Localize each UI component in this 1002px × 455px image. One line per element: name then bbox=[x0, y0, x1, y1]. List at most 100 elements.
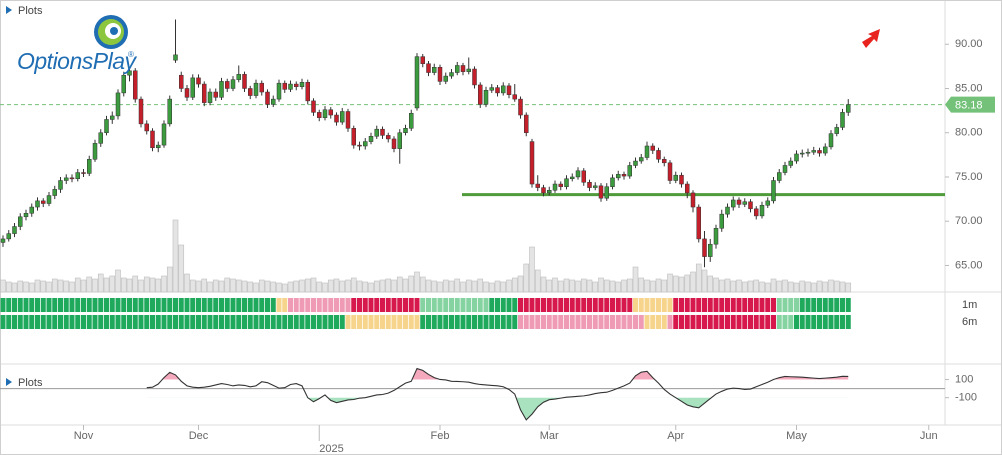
trend-arrow bbox=[862, 29, 880, 48]
volume-bar bbox=[626, 278, 633, 293]
rating-cell bbox=[627, 298, 633, 312]
rating-cell bbox=[362, 315, 368, 329]
rating-cell bbox=[782, 315, 788, 329]
candle-body bbox=[742, 201, 747, 205]
volume-bar bbox=[270, 281, 277, 293]
rating-cell bbox=[495, 315, 500, 329]
rating-cell bbox=[397, 315, 403, 329]
volume-bar bbox=[258, 279, 265, 293]
volume-bar bbox=[500, 281, 507, 293]
volume-bar bbox=[747, 280, 754, 293]
rating-cell bbox=[564, 315, 569, 329]
rating-cell bbox=[667, 315, 673, 329]
volume-bar bbox=[741, 281, 748, 293]
legend-label[interactable]: Plots bbox=[18, 5, 43, 17]
candle-body bbox=[386, 135, 391, 140]
rating-cell bbox=[161, 315, 167, 329]
volume-bar bbox=[132, 275, 139, 293]
rating-cell bbox=[127, 315, 132, 329]
candle-body bbox=[817, 150, 822, 154]
rating-cell bbox=[397, 298, 403, 312]
rating-cell bbox=[483, 315, 489, 329]
rating-cell bbox=[661, 315, 667, 329]
candle-body bbox=[478, 84, 483, 105]
rating-cell bbox=[552, 298, 558, 312]
candle-body bbox=[6, 233, 11, 240]
rating-cell bbox=[385, 298, 391, 312]
rating-cell bbox=[40, 315, 46, 329]
rating-cell bbox=[673, 298, 679, 312]
volume-bar bbox=[368, 282, 374, 293]
rating-cell bbox=[98, 315, 104, 329]
rating-cell bbox=[633, 315, 638, 329]
legend-toggle[interactable] bbox=[6, 378, 12, 386]
candle-body bbox=[104, 119, 109, 133]
rating-cell bbox=[259, 298, 265, 312]
rating-cell bbox=[523, 298, 529, 312]
candle-body bbox=[782, 165, 788, 173]
volume-bar bbox=[281, 283, 288, 293]
rating-cell bbox=[35, 298, 40, 312]
candle-body bbox=[282, 82, 287, 90]
rating-cell bbox=[115, 315, 121, 329]
candle-body bbox=[616, 174, 621, 179]
volume-bar bbox=[391, 279, 397, 293]
volume-bar bbox=[488, 282, 495, 293]
volume-bar bbox=[178, 244, 185, 293]
volume-bar bbox=[408, 275, 415, 293]
volume-bar bbox=[816, 280, 823, 293]
candle-body bbox=[380, 128, 385, 136]
rating-cell bbox=[518, 298, 523, 312]
volume-bar bbox=[201, 278, 208, 293]
candle-body bbox=[150, 130, 155, 149]
candle-body bbox=[719, 213, 724, 229]
rating-cell bbox=[500, 315, 506, 329]
rating-cell bbox=[759, 315, 765, 329]
rating-cell bbox=[201, 298, 207, 312]
candle-body bbox=[167, 98, 172, 125]
rating-cell bbox=[328, 315, 334, 329]
rating-cell bbox=[638, 298, 644, 312]
rating-cell bbox=[368, 315, 374, 329]
rating-cell bbox=[587, 298, 592, 312]
rating-cell bbox=[541, 315, 546, 329]
volume-bar bbox=[667, 273, 673, 293]
rating-cell bbox=[311, 315, 316, 329]
rating-cell bbox=[604, 298, 610, 312]
rating-cell bbox=[207, 315, 213, 329]
candle-body bbox=[207, 91, 213, 103]
volume-bar bbox=[638, 277, 645, 293]
y-tick-label: 100 bbox=[955, 373, 973, 385]
volume-bar bbox=[103, 277, 110, 293]
rating-cell bbox=[460, 315, 466, 329]
volume-bar bbox=[753, 279, 760, 293]
rating-cell bbox=[288, 315, 293, 329]
rating-cell bbox=[736, 298, 742, 312]
rating-cell bbox=[230, 315, 236, 329]
rating-cell bbox=[242, 315, 247, 329]
candle-body bbox=[144, 123, 149, 132]
candle-body bbox=[679, 174, 684, 185]
candle-body bbox=[230, 79, 236, 89]
legend-toggle[interactable] bbox=[6, 6, 12, 14]
rating-cell bbox=[58, 315, 63, 329]
legend-label[interactable]: Plots bbox=[18, 377, 43, 389]
rating-cell bbox=[282, 298, 288, 312]
rating-cell bbox=[748, 315, 753, 329]
rating-cell bbox=[512, 315, 518, 329]
rating-cell bbox=[52, 298, 58, 312]
rating-cell bbox=[788, 298, 794, 312]
rating-cell bbox=[351, 315, 357, 329]
candle-body bbox=[731, 199, 736, 208]
rating-cell bbox=[834, 298, 840, 312]
volume-bar bbox=[678, 276, 685, 293]
candle-body bbox=[403, 128, 408, 133]
rating-cell bbox=[633, 298, 638, 312]
rating-cell bbox=[776, 315, 782, 329]
rating-cell bbox=[610, 315, 615, 329]
rating-cell bbox=[776, 298, 782, 312]
rating-cell bbox=[86, 298, 92, 312]
volume-bar bbox=[138, 279, 144, 293]
volume-bar bbox=[402, 278, 409, 293]
